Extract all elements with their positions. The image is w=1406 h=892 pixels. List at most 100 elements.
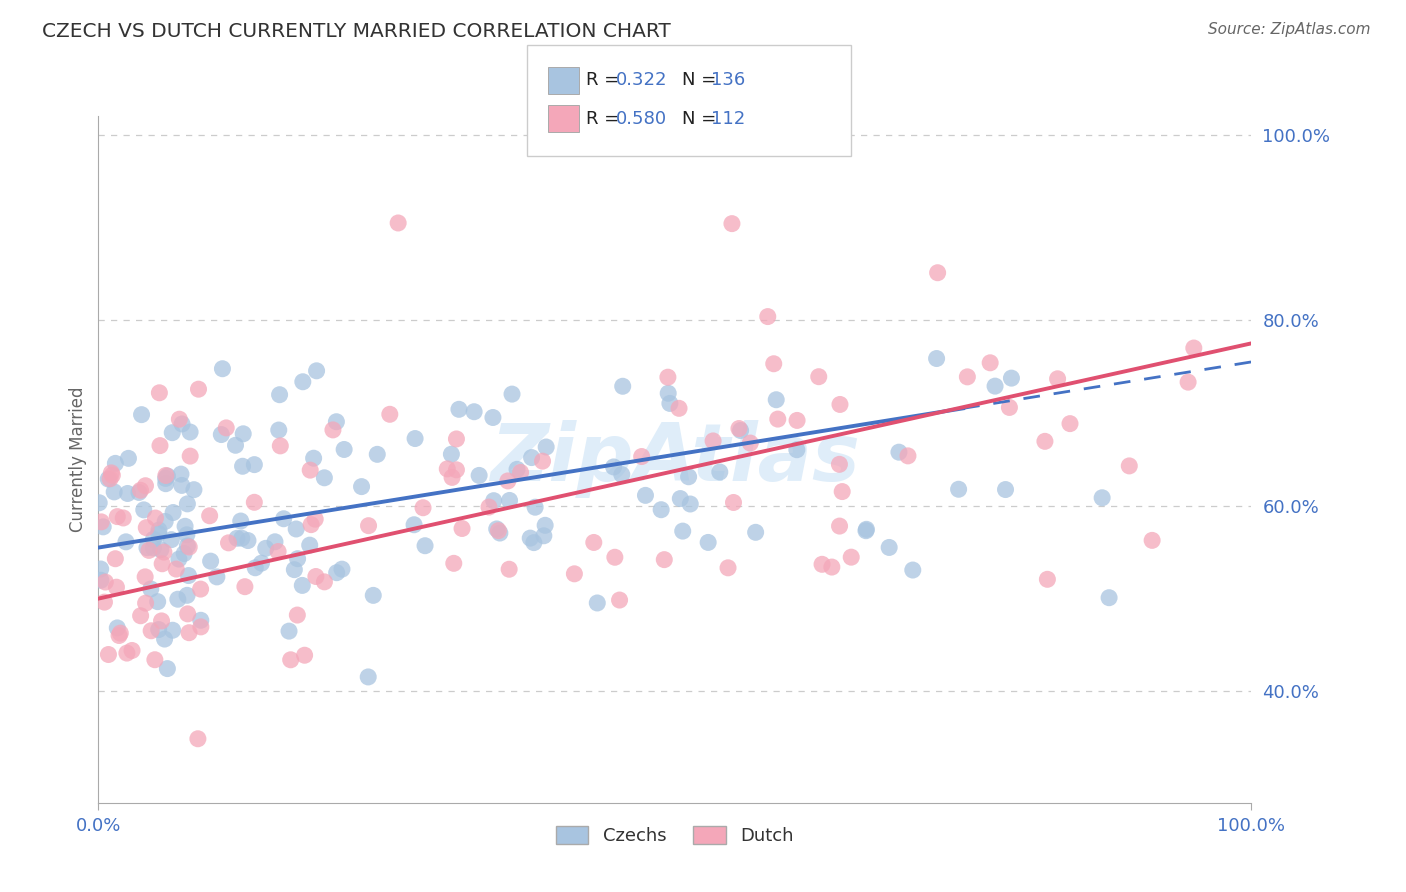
Point xyxy=(225,438,247,452)
Point xyxy=(148,385,170,400)
Point xyxy=(998,401,1021,415)
Point xyxy=(138,543,160,558)
Point xyxy=(153,632,176,646)
Point xyxy=(669,491,692,506)
Point xyxy=(534,518,557,533)
Point xyxy=(489,526,512,541)
Point xyxy=(564,566,586,581)
Point xyxy=(148,523,170,537)
Point xyxy=(498,493,520,508)
Point xyxy=(730,424,752,438)
Point xyxy=(218,536,240,550)
Point xyxy=(121,643,143,657)
Point xyxy=(142,541,165,555)
Point xyxy=(1182,341,1205,355)
Point xyxy=(135,521,157,535)
Point xyxy=(229,514,252,528)
Point xyxy=(236,533,259,548)
Point xyxy=(155,468,177,483)
Point xyxy=(441,470,464,484)
Point xyxy=(149,542,172,557)
Point xyxy=(1033,434,1056,449)
Point xyxy=(141,624,163,638)
Point xyxy=(333,442,356,457)
Point xyxy=(146,595,169,609)
Point xyxy=(153,545,176,559)
Point xyxy=(887,445,910,459)
Point xyxy=(668,401,690,416)
Point xyxy=(243,495,266,509)
Point xyxy=(183,483,205,497)
Point xyxy=(298,538,321,552)
Point xyxy=(811,558,834,572)
Point xyxy=(1177,375,1199,389)
Point xyxy=(447,402,470,417)
Point xyxy=(115,646,138,660)
Point xyxy=(702,434,724,448)
Point xyxy=(112,511,135,525)
Point xyxy=(254,541,277,556)
Text: 112: 112 xyxy=(711,110,745,128)
Point xyxy=(129,608,152,623)
Point xyxy=(90,515,112,529)
Point xyxy=(925,351,948,366)
Point xyxy=(170,467,193,482)
Point xyxy=(294,648,316,663)
Point xyxy=(304,512,326,526)
Point xyxy=(173,547,195,561)
Point xyxy=(387,216,409,230)
Point xyxy=(155,471,177,485)
Point xyxy=(115,534,138,549)
Point xyxy=(94,575,117,590)
Point xyxy=(482,493,505,508)
Point xyxy=(176,588,198,602)
Point xyxy=(148,526,170,541)
Point xyxy=(177,625,200,640)
Point xyxy=(786,413,808,427)
Point xyxy=(657,386,679,401)
Point xyxy=(786,442,808,457)
Point xyxy=(440,447,463,461)
Text: ZipAtlas: ZipAtlas xyxy=(489,420,860,499)
Point xyxy=(174,519,197,533)
Y-axis label: Currently Married: Currently Married xyxy=(69,386,87,533)
Point xyxy=(176,539,198,553)
Point xyxy=(153,515,176,529)
Point xyxy=(89,496,111,510)
Point xyxy=(280,653,302,667)
Point xyxy=(291,578,314,592)
Point xyxy=(117,451,139,466)
Point xyxy=(169,412,191,426)
Point xyxy=(603,550,626,565)
Point xyxy=(709,465,731,479)
Point xyxy=(498,562,520,576)
Point xyxy=(586,596,609,610)
Point xyxy=(226,531,249,545)
Point xyxy=(612,379,634,393)
Point xyxy=(170,478,193,492)
Point xyxy=(108,628,131,642)
Point xyxy=(162,624,184,638)
Point xyxy=(105,580,128,594)
Point xyxy=(839,550,862,565)
Point xyxy=(179,449,201,463)
Point xyxy=(90,573,112,587)
Point xyxy=(150,614,173,628)
Point xyxy=(679,497,702,511)
Point xyxy=(135,596,157,610)
Point xyxy=(98,472,121,486)
Point xyxy=(744,525,766,540)
Point xyxy=(657,370,679,384)
Point xyxy=(190,582,212,596)
Text: R =: R = xyxy=(586,110,626,128)
Point xyxy=(97,472,120,486)
Point xyxy=(443,557,465,571)
Point xyxy=(232,459,254,474)
Point xyxy=(170,417,193,431)
Point xyxy=(533,529,555,543)
Point xyxy=(103,484,125,499)
Point xyxy=(143,653,166,667)
Point xyxy=(650,502,672,516)
Point xyxy=(162,506,184,520)
Point xyxy=(740,436,762,450)
